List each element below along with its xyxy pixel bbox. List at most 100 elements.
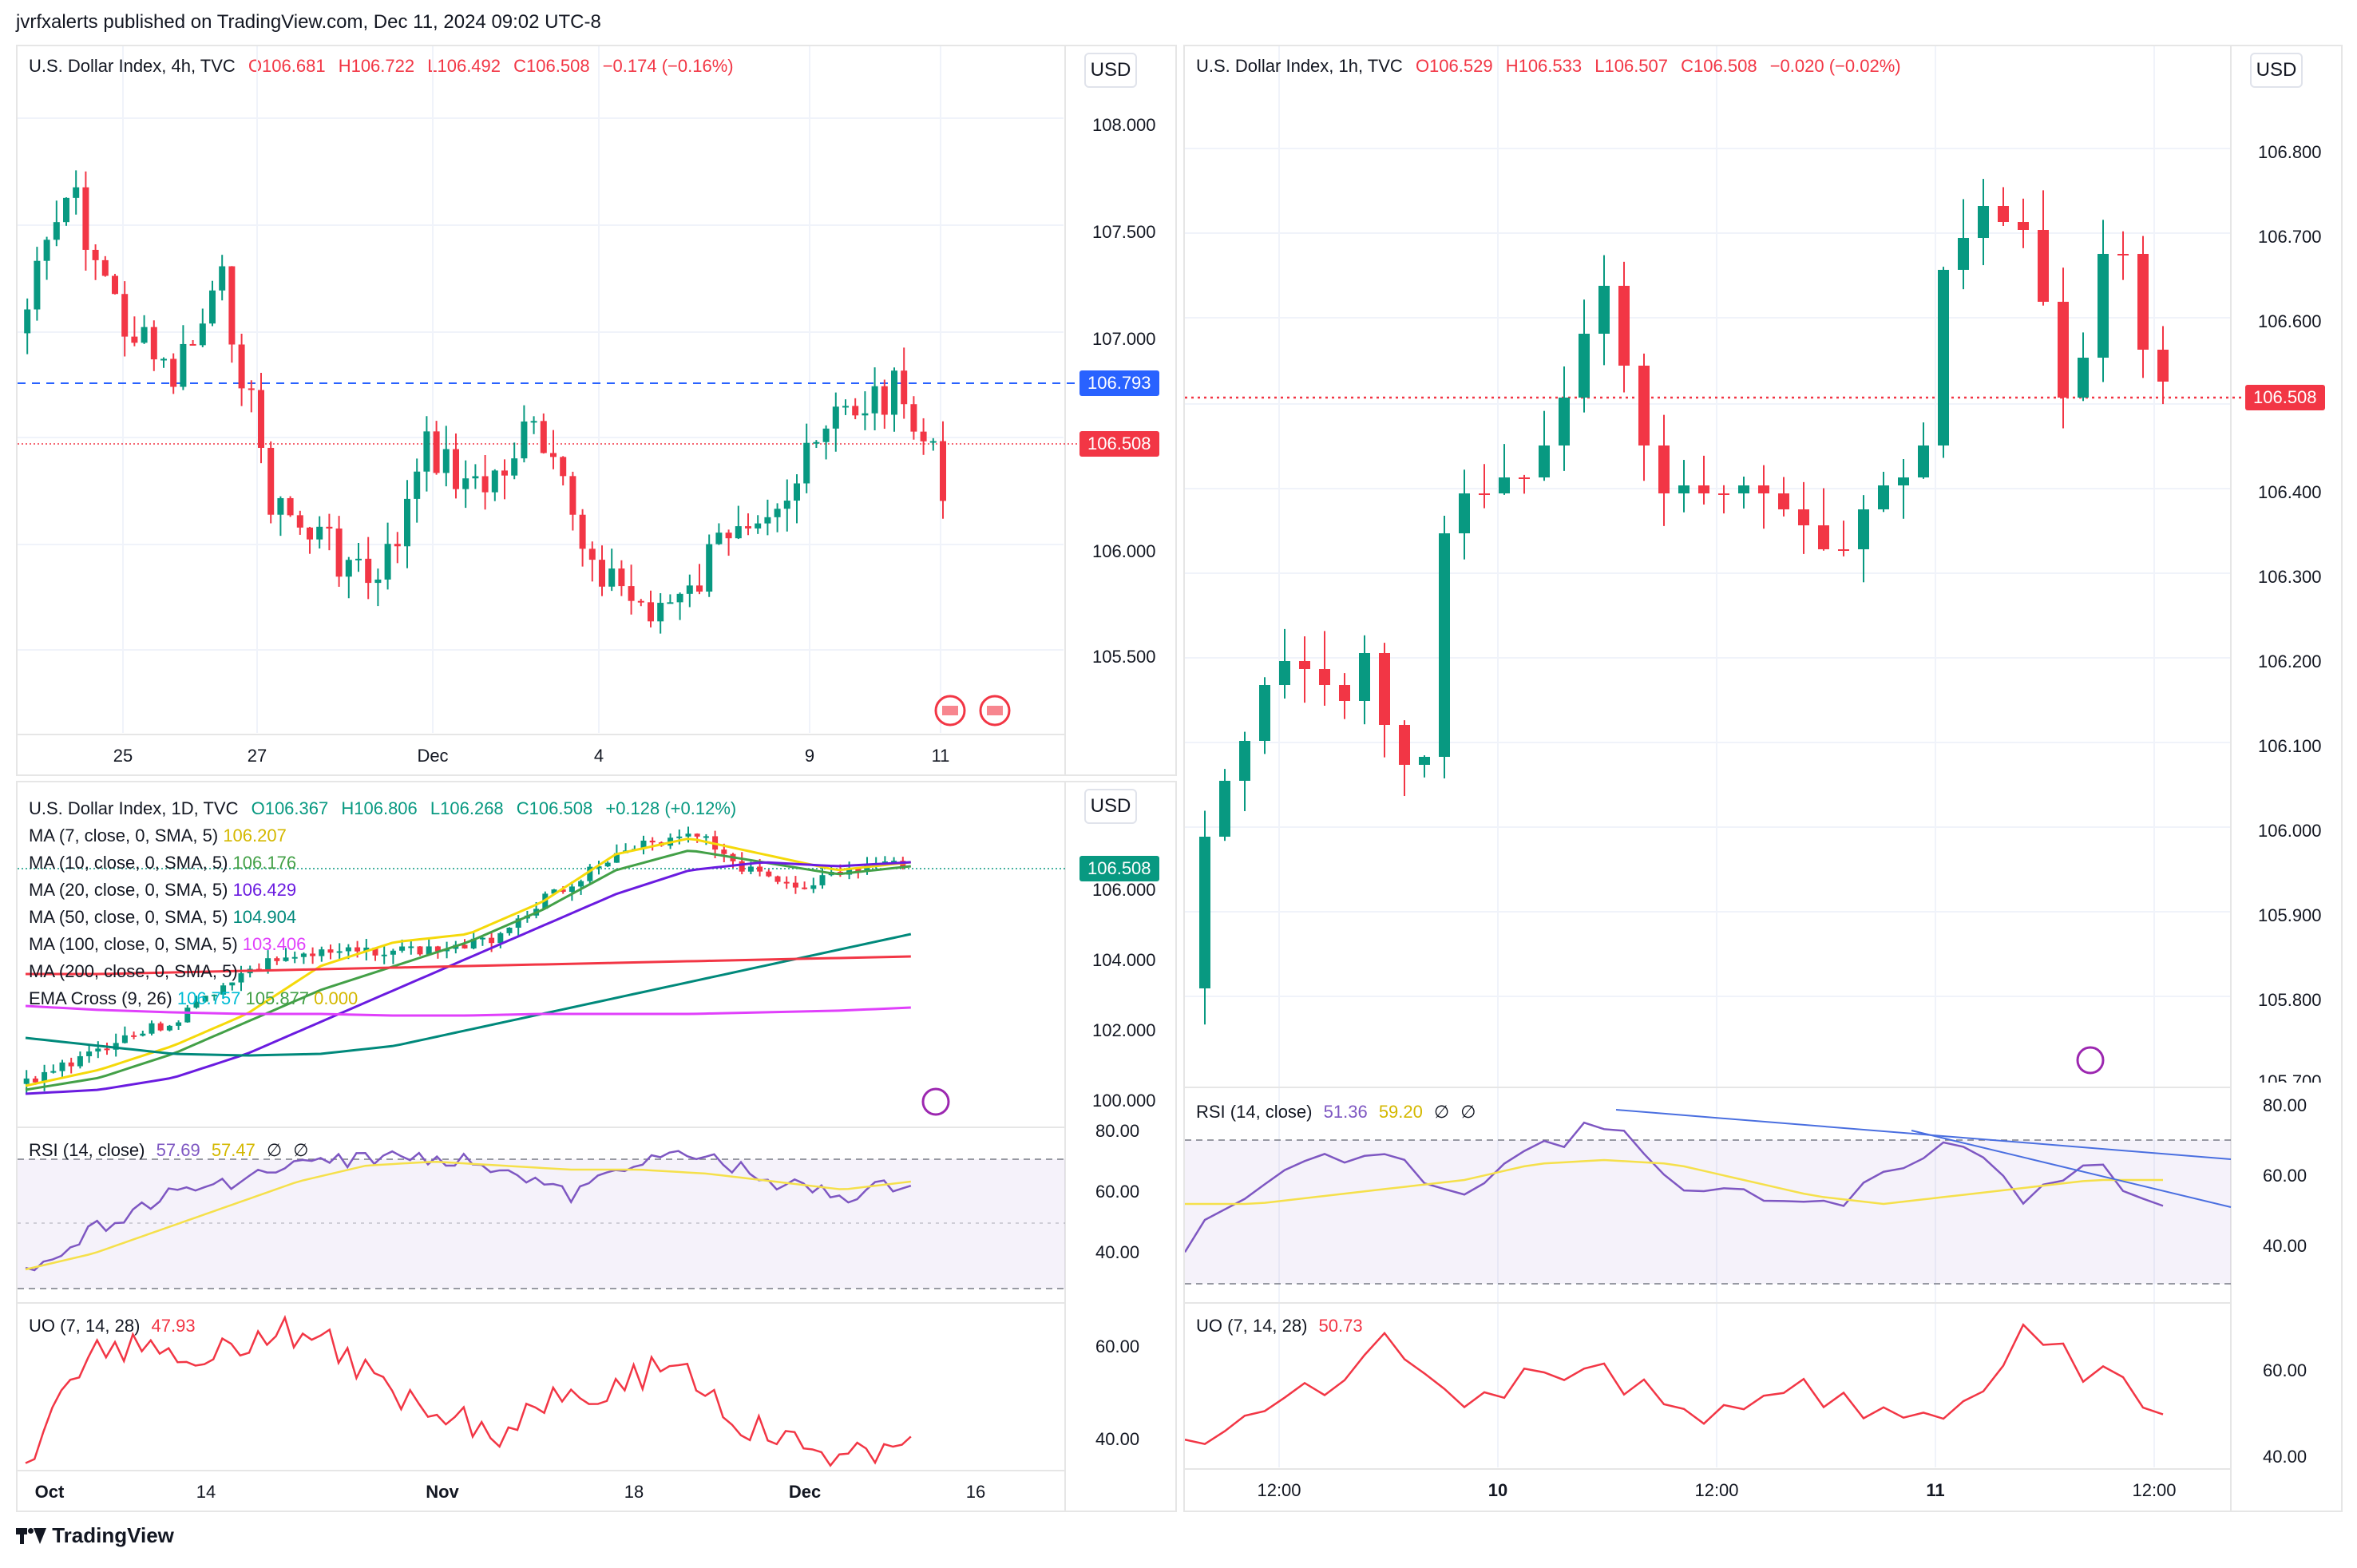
currency-button[interactable]: USD: [1084, 789, 1137, 824]
candle-body: [50, 1071, 57, 1073]
chart-1h-canvas[interactable]: [1185, 46, 2341, 1511]
y-tick: 106.000: [1092, 880, 1156, 900]
candle-body: [706, 544, 713, 592]
tradingview-brand[interactable]: TradingView: [16, 1523, 174, 1548]
high-value: H106.533: [1505, 56, 1583, 76]
x-tick: 25: [113, 746, 133, 766]
candle-body: [345, 947, 351, 952]
chart-1h-panel[interactable]: U.S. Dollar Index, 1h, TVC O106.529 H106…: [1183, 45, 2343, 1512]
candle-body: [871, 386, 878, 414]
x-tick: 14: [196, 1482, 216, 1502]
chart-1d-legend: U.S. Dollar Index, 1D, TVC O106.367 H106…: [29, 798, 736, 819]
uo-line: [1185, 1323, 2164, 1446]
y-tick: 105.900: [2258, 905, 2322, 925]
candle-body: [764, 517, 771, 524]
candle-body: [95, 1048, 101, 1052]
x-tick: 12:00: [1257, 1480, 1301, 1500]
candle-body: [1678, 485, 1690, 493]
candle-body: [822, 428, 830, 442]
candle-body: [157, 1023, 164, 1031]
candle-body: [166, 1025, 172, 1031]
candle-body: [121, 294, 129, 337]
candle-body: [2038, 230, 2049, 302]
candle-body: [755, 523, 762, 529]
candle-body: [86, 1051, 93, 1056]
rsi-legend: RSI (14, close) 57.69 57.47 ∅ ∅: [29, 1140, 308, 1161]
ma-value: 106.429: [232, 880, 297, 900]
change-value: +0.128 (+0.12%): [605, 798, 737, 818]
candle-body: [394, 544, 401, 547]
candle-body: [462, 478, 469, 489]
candle-body: [929, 441, 937, 443]
chart-4h-panel[interactable]: U.S. Dollar Index, 4h, TVC O106.681 H106…: [16, 45, 1177, 776]
chart-4h-legend: U.S. Dollar Index, 4h, TVC O106.681 H106…: [29, 56, 734, 77]
publisher-line: jvrfxalerts published on TradingView.com…: [16, 11, 601, 33]
candle-body: [300, 953, 307, 957]
ma-label: MA (100, close, 0, SMA, 5): [29, 934, 238, 954]
y-tick: 106.000: [1092, 541, 1156, 561]
candle-body: [901, 370, 908, 405]
candle-body: [399, 946, 406, 951]
candle-body: [131, 336, 138, 343]
candle-body: [2078, 358, 2089, 398]
candle-body: [540, 421, 547, 453]
last-price-tag: 106.508: [1079, 431, 1159, 457]
candle-body: [1658, 445, 1670, 493]
candle-body: [1519, 477, 1530, 479]
rsi-band: [18, 1159, 1065, 1289]
candle-body: [596, 866, 602, 869]
publish-header: jvrfxalerts published on TradingView.com…: [0, 0, 2357, 42]
currency-button[interactable]: USD: [1084, 53, 1137, 88]
uo-value: 50.73: [1318, 1316, 1363, 1336]
candle-body: [604, 862, 611, 867]
candle-body: [461, 944, 468, 948]
candle-body: [579, 514, 586, 549]
rsi-value: 57.69: [156, 1140, 200, 1160]
candle-body: [864, 865, 870, 872]
y-tick: 106.700: [2258, 227, 2322, 247]
last-price-tag: 106.508: [2245, 385, 2325, 410]
candle-body: [355, 947, 361, 952]
currency-button[interactable]: USD: [2250, 53, 2303, 88]
candle-body: [319, 949, 325, 956]
candle-body: [891, 861, 897, 863]
candle-body: [568, 886, 575, 893]
candle-body: [696, 585, 703, 592]
uo-tick: 40.00: [1095, 1429, 1140, 1449]
open-value: O106.681: [248, 56, 326, 76]
candle-body: [1199, 837, 1210, 988]
chart-4h-canvas[interactable]: [18, 46, 1175, 774]
candle-body: [1738, 485, 1749, 493]
uo-value: 47.93: [151, 1316, 196, 1336]
candle-body: [1579, 334, 1590, 398]
candle-body: [327, 949, 334, 953]
candle-body: [739, 861, 745, 872]
moving-average-line: [25, 837, 911, 1087]
candle-body: [794, 483, 800, 501]
candle-body: [792, 882, 798, 888]
candle-body: [453, 449, 459, 489]
y-tick: 106.800: [2258, 142, 2322, 162]
x-tick: 11: [931, 746, 950, 766]
candle-body: [258, 390, 264, 448]
uo-tick: 60.00: [2263, 1360, 2307, 1380]
chart-1d-panel[interactable]: U.S. Dollar Index, 1D, TVC O106.367 H106…: [16, 781, 1177, 1512]
candle-body: [248, 388, 255, 390]
candle-body: [229, 982, 236, 986]
candle-body: [2137, 254, 2149, 350]
y-tick: 106.200: [2258, 651, 2322, 671]
candle-body: [73, 187, 80, 198]
candle-body: [408, 946, 414, 948]
candle-body: [1698, 485, 1709, 493]
x-tick: 4: [593, 746, 604, 766]
y-tick: 107.000: [1092, 329, 1156, 349]
chart-1d-canvas[interactable]: [18, 782, 1175, 1511]
candle-body: [1359, 653, 1370, 701]
candle-body: [862, 413, 869, 416]
ma-value: 103.406: [242, 934, 307, 954]
candle-body: [326, 526, 333, 529]
uo-tick: 40.00: [2263, 1447, 2307, 1467]
rsi-legend: RSI (14, close) 51.36 59.20 ∅ ∅: [1196, 1102, 1476, 1123]
candle-body: [390, 950, 396, 955]
candle-body: [479, 937, 485, 940]
